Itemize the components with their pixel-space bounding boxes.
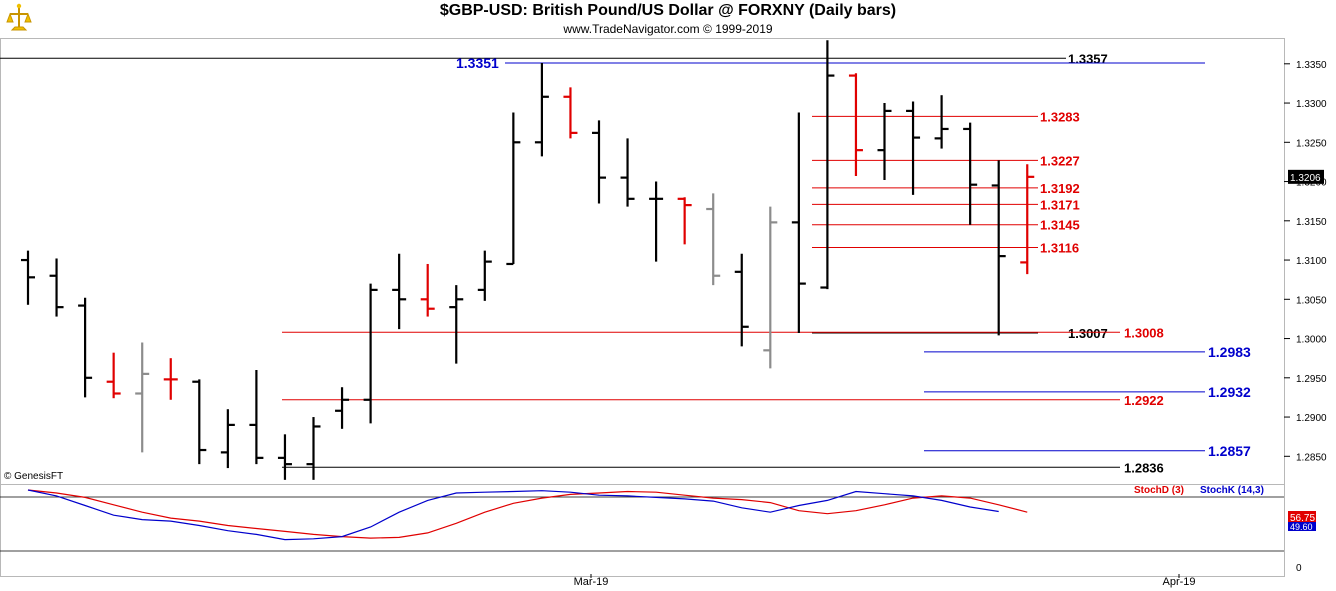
y-tick-label: 1.3000 [1296,335,1327,346]
stochastic-border [0,484,1285,577]
ohlc-bar [934,95,949,149]
stochk-value-badge [1288,522,1316,531]
ohlc-bar [49,258,64,317]
x-tick-label: Apr-19 [1162,576,1195,588]
level-label: 1.2836 [1124,460,1164,475]
chart-title: $GBP-USD: British Pound/US Dollar @ FORX… [439,2,897,19]
level-label: 1.3007 [1068,326,1108,341]
y-tick-label: 1.3250 [1296,138,1327,149]
y-tick-label: 1.2950 [1296,374,1327,385]
ohlc-bar [620,138,635,207]
last-price-badge [1288,169,1324,184]
ohlc-bar [820,40,835,290]
ohlc-bar [906,101,921,195]
stochd-value-badge [1288,511,1316,523]
ohlc-bar [449,285,464,364]
stochastic-line [27,489,999,541]
level-label: 1.2922 [1124,393,1164,408]
ohlc-bar [335,387,350,429]
ohlc-bar [420,263,435,317]
ohlc-bar [592,120,606,204]
ohlc-bar [991,160,1006,336]
ohlc-bar [277,434,292,480]
ohlc-bar [963,122,978,225]
ohlc-bar [877,103,892,180]
ohlc-bar [392,253,407,330]
stochd-value: 56.75 [1290,513,1315,524]
ohlc-bar [135,342,150,453]
ohlc-bar [791,112,806,334]
ohlc-bar [78,297,93,398]
ohlc-bar [106,352,121,399]
copyright-text: © GenesisFT [4,471,63,482]
ohlc-bar [363,283,378,424]
ohlc-bar [848,73,863,177]
level-label: 1.3171 [1040,197,1080,212]
level-label: 1.2857 [1208,443,1251,459]
ohlc-bar [192,379,207,465]
price-panel-border [0,38,1285,485]
ohlc-bar [1020,164,1035,275]
y-tick-label: 1.3050 [1296,295,1327,306]
ohlc-bar [534,63,549,157]
ohlc-bar [677,197,692,245]
ohlc-bar [734,253,749,347]
ohlc-bar [706,193,721,286]
ohlc-bar [506,112,521,266]
last-price-label: 1.3206 [1290,173,1321,184]
y-tick-label: 1.3350 [1296,60,1327,71]
level-label: 1.3008 [1124,325,1164,340]
ohlc-bar [763,206,778,369]
x-tick-label: Mar-19 [574,576,609,588]
stochastic-zero-label: 0 [1296,563,1302,574]
price-bars [21,40,1035,480]
y-tick-label: 1.2850 [1296,452,1327,463]
ohlc-bar [649,181,664,262]
level-label: 1.3116 [1040,240,1079,255]
level-label: 1.3192 [1040,181,1080,196]
chart-header: $GBP-USD: British Pound/US Dollar @ FORX… [0,0,1336,38]
chart-subtitle: www.TradeNavigator.com © 1999-2019 [563,22,773,36]
ohlc-bar [477,250,492,301]
legend-stochk: StochK (14,3) [1200,485,1264,496]
ohlc-bar [21,250,35,305]
ohlc-bar [220,409,235,469]
level-label: 1.3351 [456,55,499,71]
ohlc-bar [249,369,264,465]
ohlc-bar [563,87,578,139]
y-tick-label: 1.3150 [1296,217,1327,228]
y-tick-label: 1.3300 [1296,99,1327,110]
y-tick-label: 1.2900 [1296,413,1327,424]
level-label: 1.3227 [1040,153,1080,168]
price-panel [0,38,1285,485]
ohlc-bar [306,417,321,480]
price-axis: 1.33501.33001.32501.32001.31501.31001.30… [1284,60,1327,463]
legend-stochd: StochD (3) [1134,485,1184,496]
level-label: 1.2983 [1208,344,1251,360]
ohlc-bar [163,358,178,400]
y-tick-label: 1.3100 [1296,256,1327,267]
level-label: 1.3283 [1040,109,1080,124]
level-label: 1.3357 [1068,51,1108,66]
stochk-value: 49.60 [1290,522,1313,532]
level-label: 1.3145 [1040,218,1080,233]
time-axis: Mar-19 Apr-19 [574,574,1196,588]
stochastic-line [27,489,1028,539]
level-label: 1.2932 [1208,384,1251,400]
genesis-logo-icon [3,2,35,34]
